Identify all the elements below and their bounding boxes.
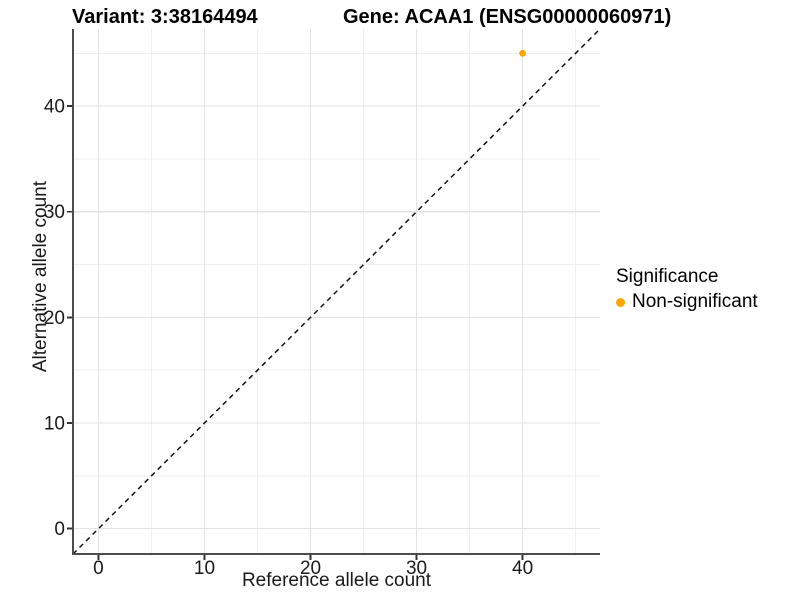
x-axis-title: Reference allele count — [241, 570, 432, 591]
y-axis-title: Alternative allele count — [30, 181, 51, 373]
variant-title: Variant: 3:38164494 — [72, 6, 258, 28]
legend-entry-label: Non-significant — [632, 291, 758, 312]
y-tick-label: 40 — [44, 97, 65, 118]
y-tick-label: 0 — [54, 519, 65, 540]
gene-title: Gene: ACAA1 (ENSG00000060971) — [343, 6, 672, 28]
x-tick-label: 40 — [512, 558, 533, 579]
legend: Significance Non-significant — [616, 266, 758, 313]
x-tick-label: 10 — [194, 558, 215, 579]
y-tick-label: 10 — [44, 414, 65, 435]
non-significant-dot-icon — [616, 297, 625, 307]
data-point — [519, 49, 526, 57]
x-tick-label: 20 — [300, 558, 321, 579]
legend-title: Significance — [616, 266, 719, 287]
identity-dashed-line — [72, 28, 601, 555]
y-tick-label: 20 — [44, 308, 65, 329]
legend-entry-non-significant: Non-significant — [616, 291, 758, 313]
y-tick-label: 30 — [44, 202, 65, 223]
x-tick-label: 0 — [93, 558, 104, 579]
x-tick-label: 30 — [406, 558, 427, 579]
